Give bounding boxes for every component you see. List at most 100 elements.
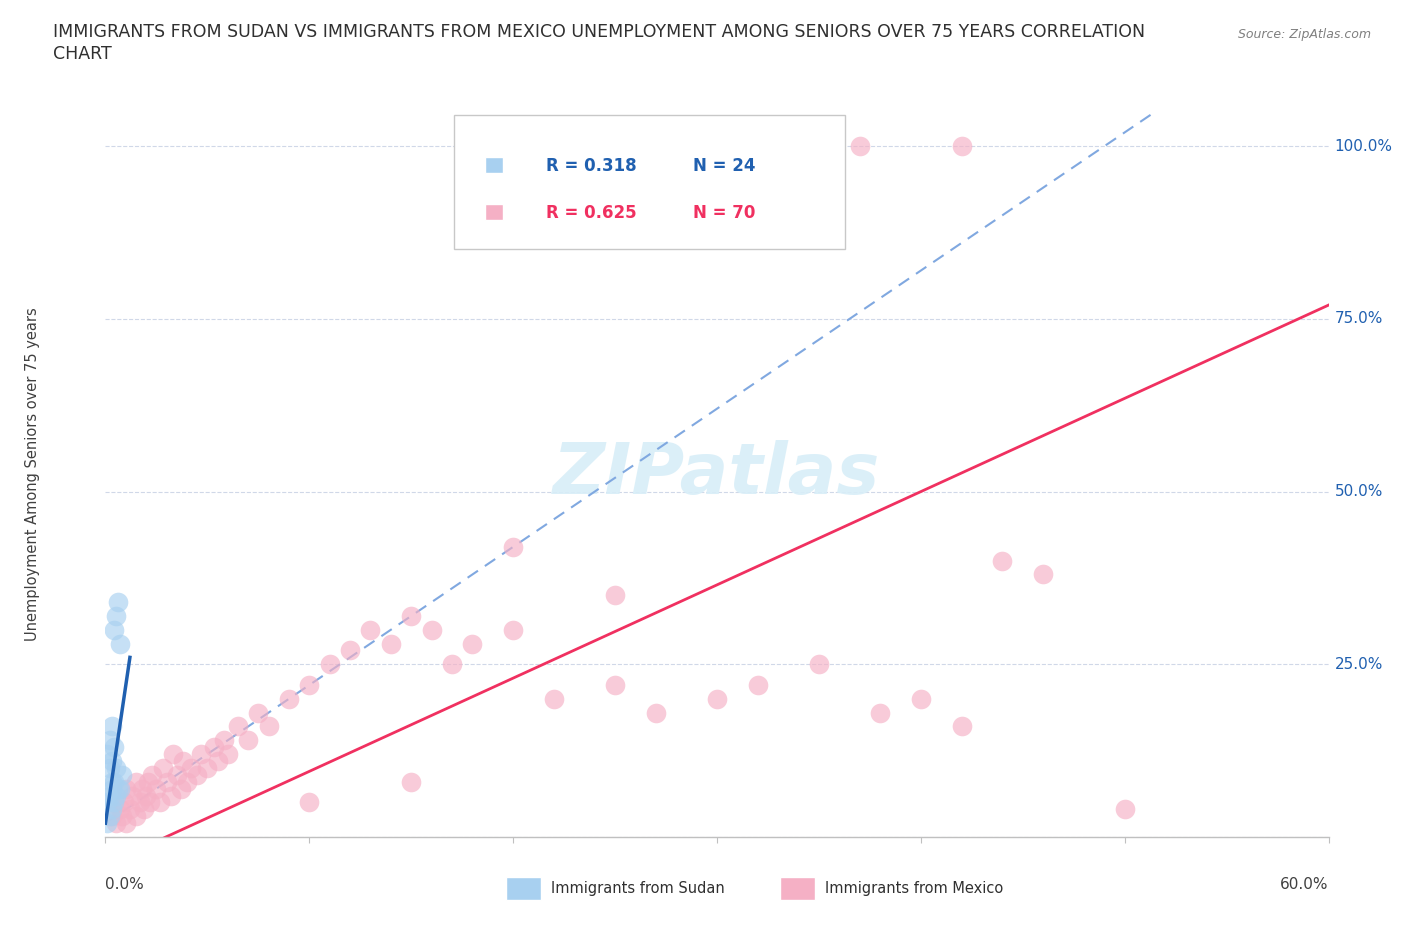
Text: N = 70: N = 70 — [693, 205, 755, 222]
Point — [1032, 567, 1054, 582]
Point — [107, 781, 129, 796]
Point — [103, 739, 125, 754]
Point — [278, 691, 301, 706]
Point — [170, 781, 193, 796]
Point — [98, 809, 121, 824]
Point — [96, 747, 118, 762]
Point — [236, 733, 259, 748]
Point — [104, 761, 127, 776]
Point — [149, 795, 172, 810]
Text: 0.0%: 0.0% — [105, 877, 145, 892]
Point — [121, 788, 143, 803]
Text: 60.0%: 60.0% — [1281, 877, 1329, 892]
Point — [100, 809, 122, 824]
Point — [172, 753, 194, 768]
Point — [502, 539, 524, 554]
Point — [190, 747, 212, 762]
Point — [107, 594, 129, 609]
Point — [112, 795, 135, 810]
Point — [159, 788, 181, 803]
Point — [461, 636, 484, 651]
Point — [104, 816, 127, 830]
Text: CHART: CHART — [53, 45, 112, 62]
Point — [141, 767, 163, 782]
Point — [145, 781, 167, 796]
Point — [176, 775, 198, 790]
Point — [104, 788, 127, 803]
Point — [360, 622, 382, 637]
Text: IMMIGRANTS FROM SUDAN VS IMMIGRANTS FROM MEXICO UNEMPLOYMENT AMONG SENIORS OVER : IMMIGRANTS FROM SUDAN VS IMMIGRANTS FROM… — [53, 23, 1146, 41]
Point — [125, 775, 148, 790]
Point — [100, 753, 122, 768]
Point — [247, 705, 270, 720]
Point — [108, 636, 131, 651]
Point — [96, 795, 118, 810]
Point — [706, 691, 728, 706]
Point — [100, 802, 122, 817]
Text: Immigrants from Mexico: Immigrants from Mexico — [825, 881, 1004, 896]
Point — [217, 747, 239, 762]
Point — [104, 608, 127, 623]
Point — [115, 781, 138, 796]
Point — [910, 691, 932, 706]
Text: 25.0%: 25.0% — [1334, 657, 1384, 671]
Text: 75.0%: 75.0% — [1334, 312, 1384, 326]
Point — [96, 816, 118, 830]
Point — [108, 802, 131, 817]
Point — [605, 588, 627, 603]
Point — [207, 753, 229, 768]
Point — [318, 657, 342, 671]
Point — [139, 795, 162, 810]
Point — [108, 781, 131, 796]
Point — [441, 657, 464, 671]
Point — [162, 747, 184, 762]
Point — [125, 809, 148, 824]
Point — [869, 705, 891, 720]
Point — [180, 761, 202, 776]
Point — [103, 775, 125, 790]
Text: Immigrants from Sudan: Immigrants from Sudan — [551, 881, 725, 896]
Point — [298, 678, 321, 693]
Point — [226, 719, 249, 734]
Text: R = 0.625: R = 0.625 — [546, 205, 637, 222]
Point — [186, 767, 208, 782]
Point — [257, 719, 280, 734]
Point — [991, 553, 1014, 568]
Point — [98, 788, 121, 803]
Point — [298, 795, 321, 810]
Point — [399, 608, 422, 623]
FancyBboxPatch shape — [485, 205, 503, 220]
Point — [98, 761, 121, 776]
Point — [807, 657, 830, 671]
Text: Unemployment Among Seniors over 75 years: Unemployment Among Seniors over 75 years — [24, 308, 39, 641]
Point — [100, 775, 122, 790]
Point — [849, 139, 872, 153]
Point — [98, 733, 121, 748]
Point — [118, 802, 141, 817]
Text: ZIPatlas: ZIPatlas — [554, 440, 880, 509]
Point — [111, 809, 134, 824]
Point — [339, 643, 361, 658]
Point — [399, 775, 422, 790]
Point — [103, 622, 125, 637]
Point — [129, 795, 152, 810]
Point — [100, 781, 122, 796]
Point — [195, 761, 219, 776]
Point — [135, 788, 157, 803]
Point — [950, 719, 973, 734]
Point — [136, 775, 159, 790]
Point — [807, 139, 830, 153]
FancyBboxPatch shape — [454, 115, 845, 249]
Point — [543, 691, 565, 706]
Point — [380, 636, 402, 651]
FancyBboxPatch shape — [485, 157, 503, 173]
Point — [115, 816, 138, 830]
Point — [644, 705, 668, 720]
Text: R = 0.318: R = 0.318 — [546, 157, 637, 175]
Point — [1114, 802, 1136, 817]
Point — [202, 739, 225, 754]
Text: 50.0%: 50.0% — [1334, 485, 1384, 499]
Point — [605, 678, 627, 693]
Point — [747, 678, 769, 693]
Point — [103, 795, 125, 810]
